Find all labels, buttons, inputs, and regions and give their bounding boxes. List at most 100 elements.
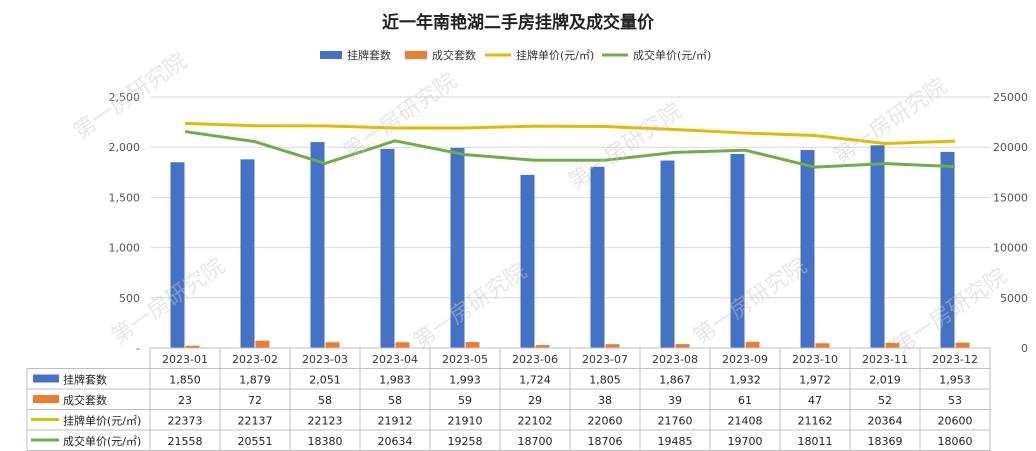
table-cell: 1,953 <box>939 374 971 387</box>
bar-deal-count <box>465 342 480 348</box>
y-left-tick-label: 1,000 <box>109 242 141 255</box>
bar-deal-count <box>675 344 690 348</box>
bar-deal-count <box>605 344 620 348</box>
category-label: 2023-10 <box>792 353 838 366</box>
table-row-label: 挂牌单价(元/㎡) <box>63 414 141 428</box>
y-right-tick-label: 20000 <box>993 141 1028 154</box>
bar-listing-count <box>380 148 395 348</box>
table-cell: 1,850 <box>169 374 201 387</box>
table-cell: 22137 <box>238 415 273 428</box>
bar-listing-count <box>310 142 325 348</box>
table-cell: 18011 <box>798 435 833 448</box>
table-cell: 1,993 <box>449 374 481 387</box>
table-cell: 53 <box>948 394 962 407</box>
y-right-tick-label: 25000 <box>993 91 1028 104</box>
bar-listing-count <box>940 151 955 348</box>
category-label: 2023-08 <box>652 353 698 366</box>
table-row-label: 挂牌套数 <box>63 373 107 387</box>
category-label: 2023-01 <box>162 353 208 366</box>
y-left-tick-label: 1,500 <box>109 191 141 204</box>
legend-swatch <box>320 51 342 59</box>
table-cell: 21162 <box>798 415 833 428</box>
table-cell: 58 <box>388 394 402 407</box>
category-label: 2023-02 <box>232 353 278 366</box>
table-cell: 18706 <box>588 435 623 448</box>
table-cell: 19700 <box>728 435 763 448</box>
y-left-tick-label: 2,000 <box>109 141 141 154</box>
table-cell: 19258 <box>448 435 483 448</box>
table-cell: 20364 <box>868 415 903 428</box>
bar-listing-count <box>870 145 885 348</box>
category-label: 2023-04 <box>372 353 418 366</box>
category-label: 2023-07 <box>582 353 628 366</box>
table-cell: 21760 <box>658 415 693 428</box>
line-deal-price <box>184 130 956 169</box>
table-cell: 38 <box>598 394 612 407</box>
table-cell: 1,805 <box>589 374 621 387</box>
table-cell: 2,051 <box>309 374 341 387</box>
bar-listing-count <box>800 150 815 348</box>
bar-listing-count <box>590 166 605 348</box>
y-axis-right: 0 5000 10000 15000 20000 25000 <box>993 91 1028 355</box>
table-cell: 23 <box>178 394 192 407</box>
table-cell: 72 <box>248 394 262 407</box>
y-right-tick-label: 0 <box>1021 342 1028 355</box>
table-cell: 1,983 <box>379 374 411 387</box>
table-cell: 52 <box>878 394 892 407</box>
bar-deal-count <box>185 345 200 348</box>
table-cell: 18700 <box>518 435 553 448</box>
table-row-label: 成交套数 <box>63 393 107 407</box>
bar-listing-count <box>170 162 185 348</box>
category-label: 2023-06 <box>512 353 558 366</box>
table-cell: 21408 <box>728 415 763 428</box>
table-row-label: 成交单价(元/㎡) <box>63 434 141 448</box>
bar-deal-count <box>815 343 830 348</box>
legend: 挂牌套数 成交套数 挂牌单价(元/㎡) 成交单价(元/㎡) <box>320 48 711 62</box>
table-cell: 21910 <box>448 415 483 428</box>
table-cell: 18369 <box>868 435 903 448</box>
table-cell: 29 <box>528 394 542 407</box>
bar-deal-count <box>745 341 760 348</box>
y-right-tick-label: 10000 <box>993 242 1028 255</box>
category-label: 2023-05 <box>442 353 488 366</box>
legend-label: 成交单价(元/㎡) <box>633 48 711 62</box>
table-cell: 19485 <box>658 435 693 448</box>
bar-listing-count <box>660 160 675 348</box>
y-right-tick-label: 15000 <box>993 191 1028 204</box>
table-cell: 2,019 <box>869 374 901 387</box>
bar-deal-count <box>885 342 900 348</box>
bar-listing-count <box>450 147 465 348</box>
table-cell: 47 <box>808 394 822 407</box>
table-cell: 22373 <box>168 415 203 428</box>
table-cell: 39 <box>668 394 682 407</box>
table-cell: 20634 <box>378 435 413 448</box>
y-left-tick-label: 500 <box>119 292 140 305</box>
table-cell: 1,972 <box>799 374 831 387</box>
table-cell: 21912 <box>378 415 413 428</box>
table-cell: 18380 <box>308 435 343 448</box>
lines <box>184 121 956 169</box>
bar-listing-count <box>240 159 255 348</box>
bar-deal-count <box>255 340 270 348</box>
legend-label: 挂牌套数 <box>347 48 391 62</box>
table-cell: 20551 <box>238 435 273 448</box>
table-cell: 22123 <box>308 415 343 428</box>
table-cell: 18060 <box>938 435 973 448</box>
legend-label: 挂牌单价(元/㎡) <box>516 48 594 62</box>
table-cell: 21558 <box>168 435 203 448</box>
y-left-tick-label: 2,500 <box>109 91 141 104</box>
table-cell: 58 <box>318 394 332 407</box>
legend-label: 成交套数 <box>432 48 476 62</box>
table-cell: 1,724 <box>519 374 551 387</box>
category-label: 2023-03 <box>302 353 348 366</box>
bars <box>170 142 970 348</box>
bar-deal-count <box>955 342 970 348</box>
table-cell: 1,879 <box>239 374 271 387</box>
table-cell: 1,932 <box>729 374 761 387</box>
category-label: 2023-12 <box>932 353 978 366</box>
table-cell: 59 <box>458 394 472 407</box>
legend-swatch <box>405 51 427 59</box>
table-cell: 22102 <box>518 415 553 428</box>
table-cell: 20600 <box>938 415 973 428</box>
